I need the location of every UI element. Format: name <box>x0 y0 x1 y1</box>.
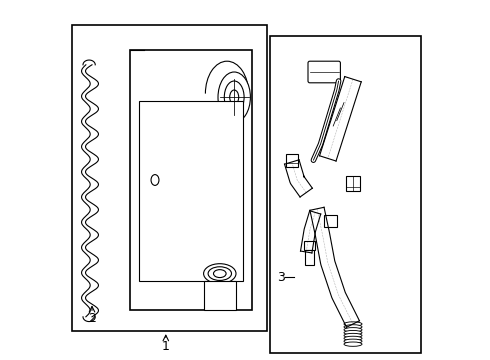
Ellipse shape <box>344 333 362 338</box>
Ellipse shape <box>151 175 159 185</box>
Bar <box>346 176 360 191</box>
Bar <box>139 101 243 281</box>
Ellipse shape <box>344 342 362 346</box>
Ellipse shape <box>214 270 226 278</box>
Ellipse shape <box>344 330 362 335</box>
Ellipse shape <box>230 90 239 104</box>
Ellipse shape <box>344 325 362 329</box>
Ellipse shape <box>204 264 236 284</box>
Bar <box>270 36 421 353</box>
Text: 3: 3 <box>277 271 285 284</box>
Ellipse shape <box>224 81 244 113</box>
Bar <box>130 50 252 310</box>
Ellipse shape <box>344 339 362 343</box>
Ellipse shape <box>218 72 250 122</box>
Text: 2: 2 <box>88 312 96 325</box>
Bar <box>72 25 267 331</box>
Bar <box>204 281 236 310</box>
Text: 1: 1 <box>162 340 170 353</box>
Ellipse shape <box>344 322 362 326</box>
Bar <box>324 215 337 227</box>
Bar <box>305 250 315 265</box>
Bar <box>304 241 315 250</box>
Ellipse shape <box>208 267 231 280</box>
FancyBboxPatch shape <box>308 61 341 83</box>
Bar <box>286 154 298 167</box>
Ellipse shape <box>344 328 362 332</box>
Ellipse shape <box>344 336 362 341</box>
